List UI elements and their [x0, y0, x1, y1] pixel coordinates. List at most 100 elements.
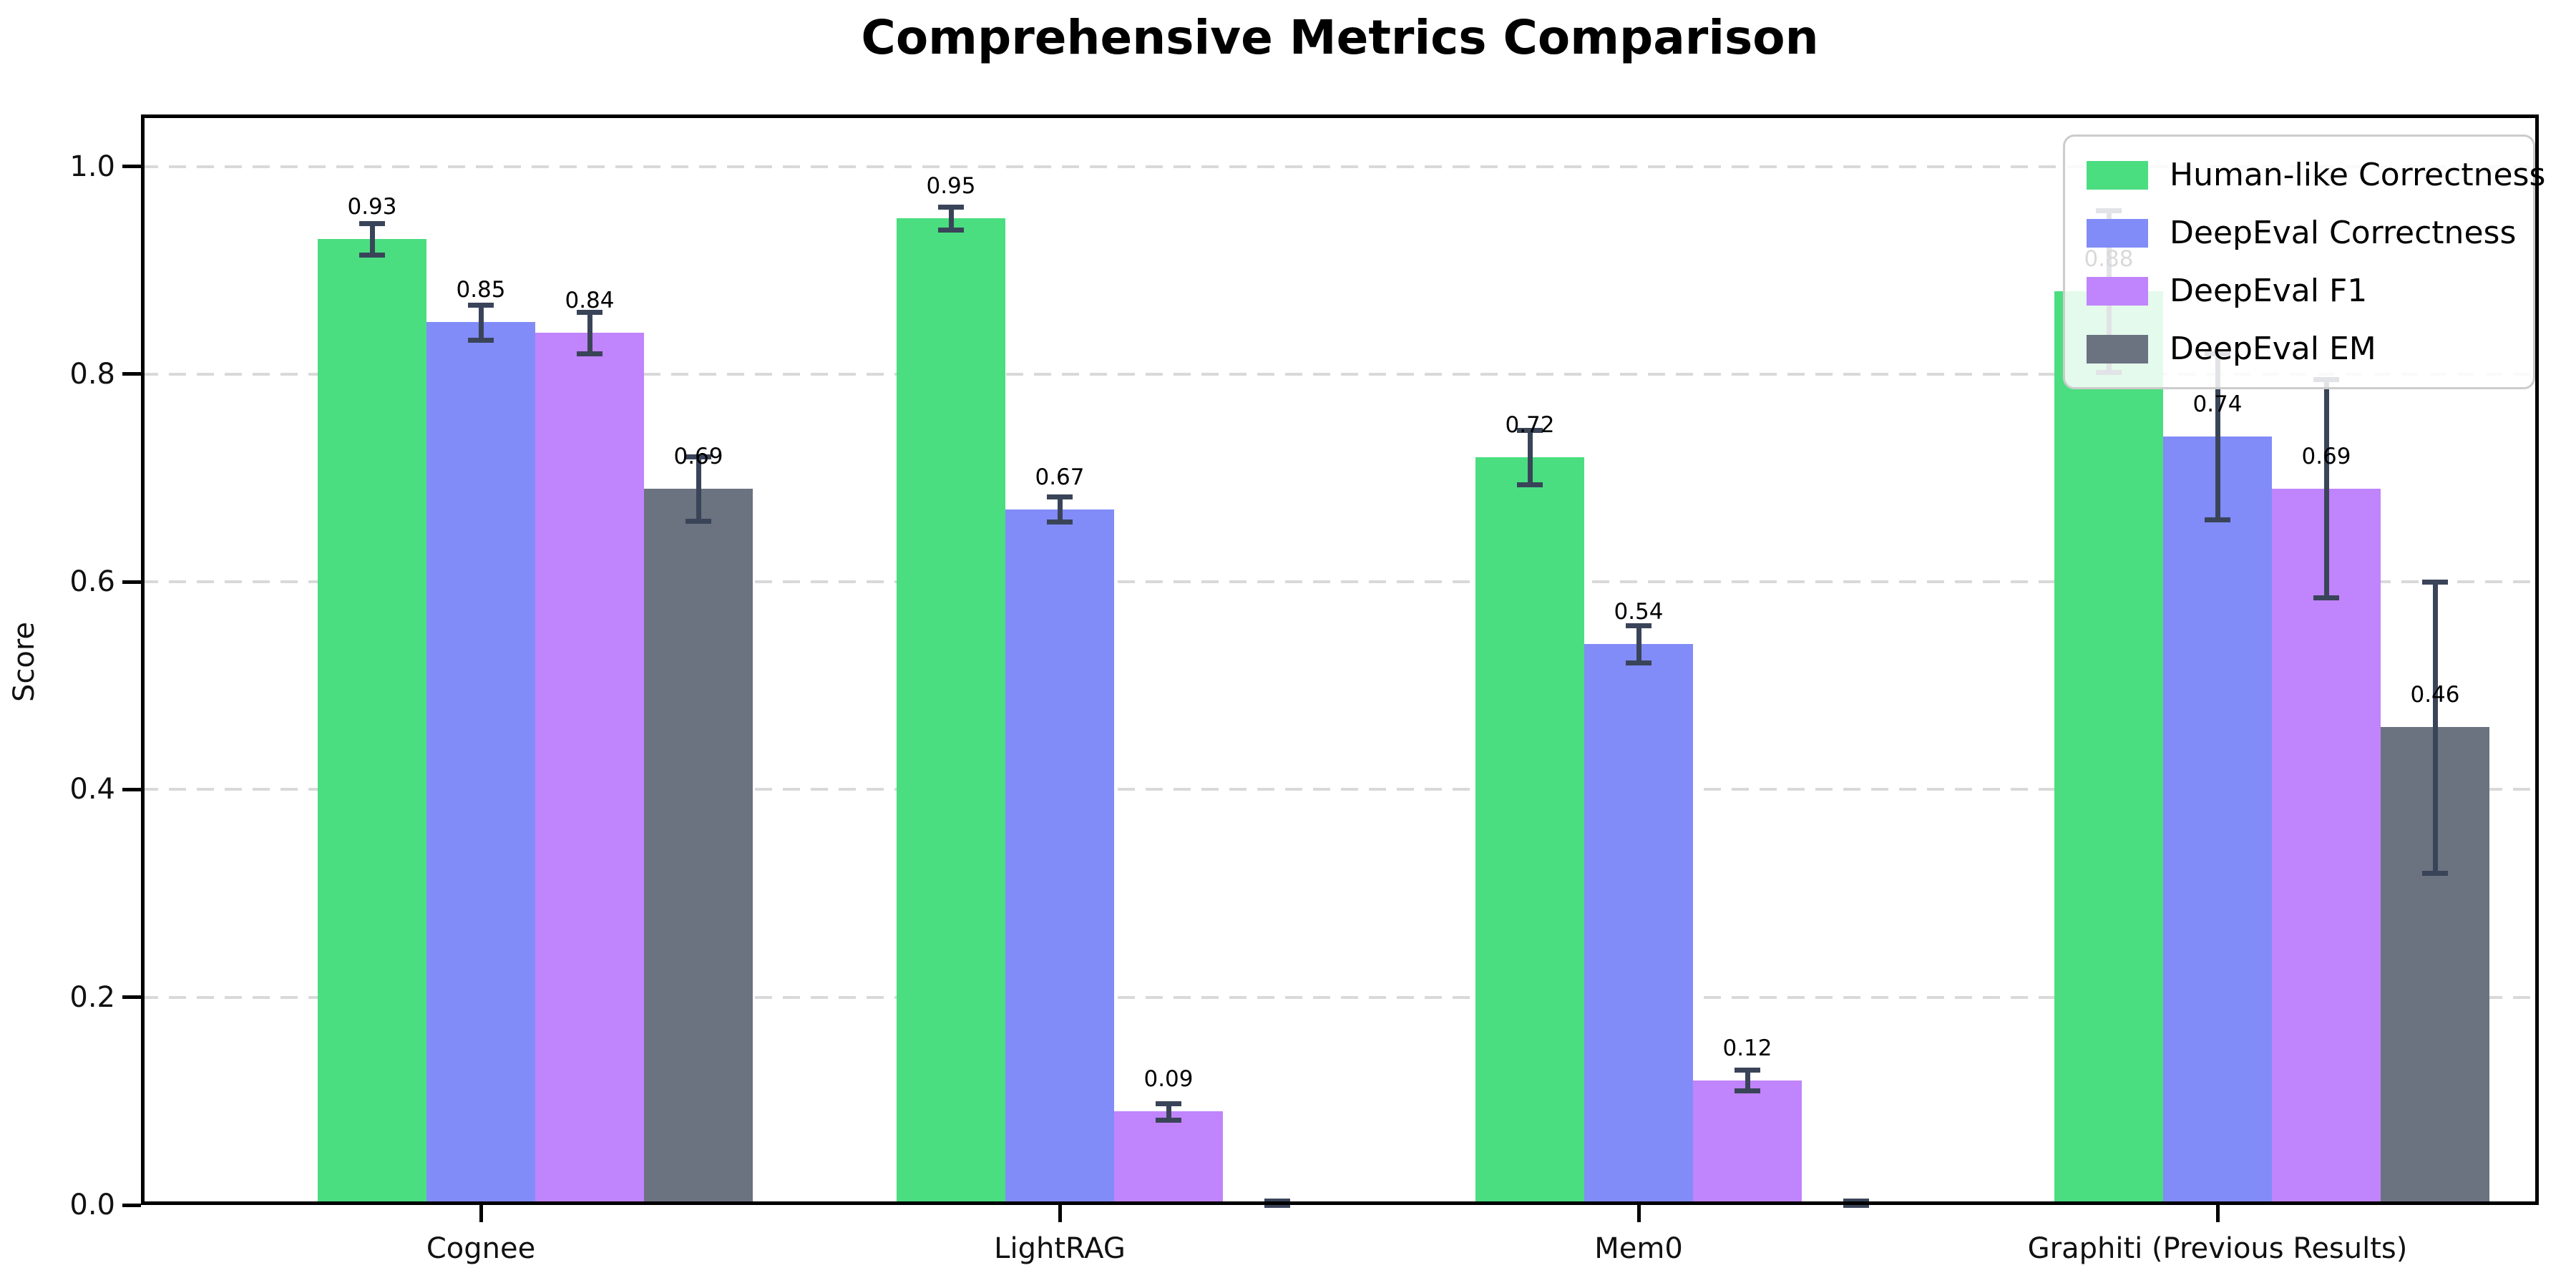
- error-bar-cap: [1156, 1101, 1181, 1106]
- legend-item: DeepEval F1: [2087, 271, 2512, 311]
- error-bar-cap: [686, 518, 711, 524]
- bar-value-label: 0.09: [1143, 1066, 1194, 1093]
- gridline: [141, 788, 2539, 791]
- error-bar-cap: [1735, 1088, 1760, 1094]
- bar: [2163, 436, 2272, 1205]
- bar-value-label: 0.84: [565, 287, 615, 313]
- error-bar-cap: [1735, 1068, 1760, 1073]
- legend-label: DeepEval Correctness: [2170, 215, 2517, 251]
- error-bar-stem: [1745, 1070, 1750, 1091]
- y-tick-label: 1.0: [69, 150, 115, 183]
- x-tick-mark: [2215, 1205, 2220, 1222]
- bar-value-label: 0.12: [1722, 1035, 1772, 1061]
- y-tick-mark: [122, 372, 141, 376]
- x-category-label: Cognee: [426, 1232, 536, 1265]
- bar-value-label: 0.93: [347, 194, 397, 220]
- legend-swatch: [2087, 334, 2148, 364]
- legend-label: Human-like Correctness: [2170, 157, 2546, 193]
- bar: [2272, 488, 2381, 1205]
- legend-label: DeepEval F1: [2170, 273, 2368, 309]
- legend-item: Human-like Correctness: [2087, 155, 2545, 195]
- legend-item: DeepEval Correctness: [2087, 213, 2516, 253]
- error-bar-stem: [2432, 582, 2438, 873]
- y-tick-mark: [122, 580, 141, 584]
- y-tick-label: 0.4: [69, 773, 115, 806]
- error-bar-cap: [1517, 428, 1543, 434]
- bar: [1475, 457, 1584, 1205]
- y-axis-label: Score: [8, 621, 41, 703]
- x-tick-mark: [1636, 1205, 1641, 1222]
- error-bar-stem: [948, 207, 954, 230]
- legend-swatch: [2087, 218, 2148, 248]
- y-tick-mark: [122, 165, 141, 169]
- error-bar-cap: [577, 351, 602, 356]
- error-bar-cap: [468, 302, 494, 308]
- error-bar-stem: [478, 304, 484, 340]
- plot-area: 0.930.950.720.880.850.670.540.740.840.09…: [141, 114, 2539, 1208]
- bar-value-label: 0.54: [1614, 599, 1664, 625]
- error-bar-cap: [468, 337, 494, 343]
- bar: [535, 332, 644, 1205]
- x-tick-mark: [479, 1205, 483, 1222]
- error-bar-cap: [1264, 1203, 1290, 1208]
- legend-item: DeepEval EM: [2087, 329, 2512, 369]
- error-bar-stem: [1636, 625, 1641, 663]
- error-bar-cap: [938, 228, 964, 233]
- bar: [897, 218, 1005, 1205]
- error-bar-cap: [686, 454, 711, 459]
- bar: [1584, 644, 1693, 1205]
- y-tick-mark: [122, 995, 141, 1000]
- error-bar-cap: [1626, 623, 1652, 629]
- error-bar-cap: [1047, 519, 1073, 525]
- x-category-label: Graphiti (Previous Results): [2027, 1232, 2408, 1265]
- error-bar-stem: [587, 311, 592, 353]
- legend: Human-like Correctness DeepEval Correctne…: [2063, 135, 2545, 389]
- error-bar-stem: [2323, 379, 2329, 597]
- chart-title: Comprehensive Metrics Comparison: [861, 10, 1819, 65]
- bar-value-label: 0.69: [2301, 443, 2351, 469]
- bar-value-label: 0.69: [673, 443, 723, 469]
- bar: [426, 322, 535, 1205]
- legend-swatch: [2087, 276, 2148, 306]
- error-bar-cap: [2313, 595, 2339, 600]
- bar-value-label: 0.67: [1035, 464, 1085, 490]
- y-tick-label: 0.6: [69, 565, 115, 599]
- error-bar-stem: [369, 223, 375, 255]
- bar-value-label: 0.74: [2192, 391, 2243, 417]
- error-bar-cap: [1047, 494, 1073, 500]
- error-bar-stem: [1527, 430, 1533, 484]
- error-bar-cap: [2422, 870, 2448, 876]
- error-bar-stem: [1057, 497, 1063, 522]
- bar-value-label: 0.72: [1505, 411, 1555, 438]
- bar-value-label: 0.85: [456, 277, 506, 303]
- y-tick-label: 0.0: [69, 1189, 115, 1221]
- bar: [318, 239, 426, 1205]
- y-tick-mark: [122, 787, 141, 791]
- error-bar-stem: [1166, 1103, 1171, 1120]
- bar: [1005, 509, 1114, 1205]
- bar: [644, 488, 753, 1205]
- error-bar-cap: [1156, 1117, 1181, 1123]
- x-category-label: Mem0: [1594, 1232, 1683, 1265]
- gridline: [141, 165, 2539, 168]
- error-bar-cap: [2205, 517, 2230, 523]
- error-bar-cap: [359, 252, 385, 258]
- gridline: [141, 372, 2539, 376]
- legend-swatch: [2087, 160, 2148, 190]
- bar-value-label: 0.95: [926, 173, 976, 200]
- error-bar-stem: [696, 456, 701, 521]
- y-tick-mark: [122, 1203, 141, 1207]
- y-tick-label: 0.2: [69, 980, 115, 1014]
- bar: [1114, 1111, 1223, 1205]
- error-bar-cap: [1264, 1199, 1290, 1204]
- gridline: [141, 995, 2539, 999]
- x-tick-mark: [1058, 1205, 1062, 1222]
- error-bar-cap: [359, 221, 385, 227]
- error-bar-stem: [2215, 353, 2220, 520]
- bar: [2054, 291, 2163, 1205]
- error-bar-cap: [938, 205, 964, 210]
- error-bar-cap: [2422, 580, 2448, 585]
- y-tick-label: 0.8: [69, 357, 115, 391]
- error-bar-cap: [1843, 1203, 1869, 1208]
- bar-value-label: 0.46: [2410, 682, 2460, 708]
